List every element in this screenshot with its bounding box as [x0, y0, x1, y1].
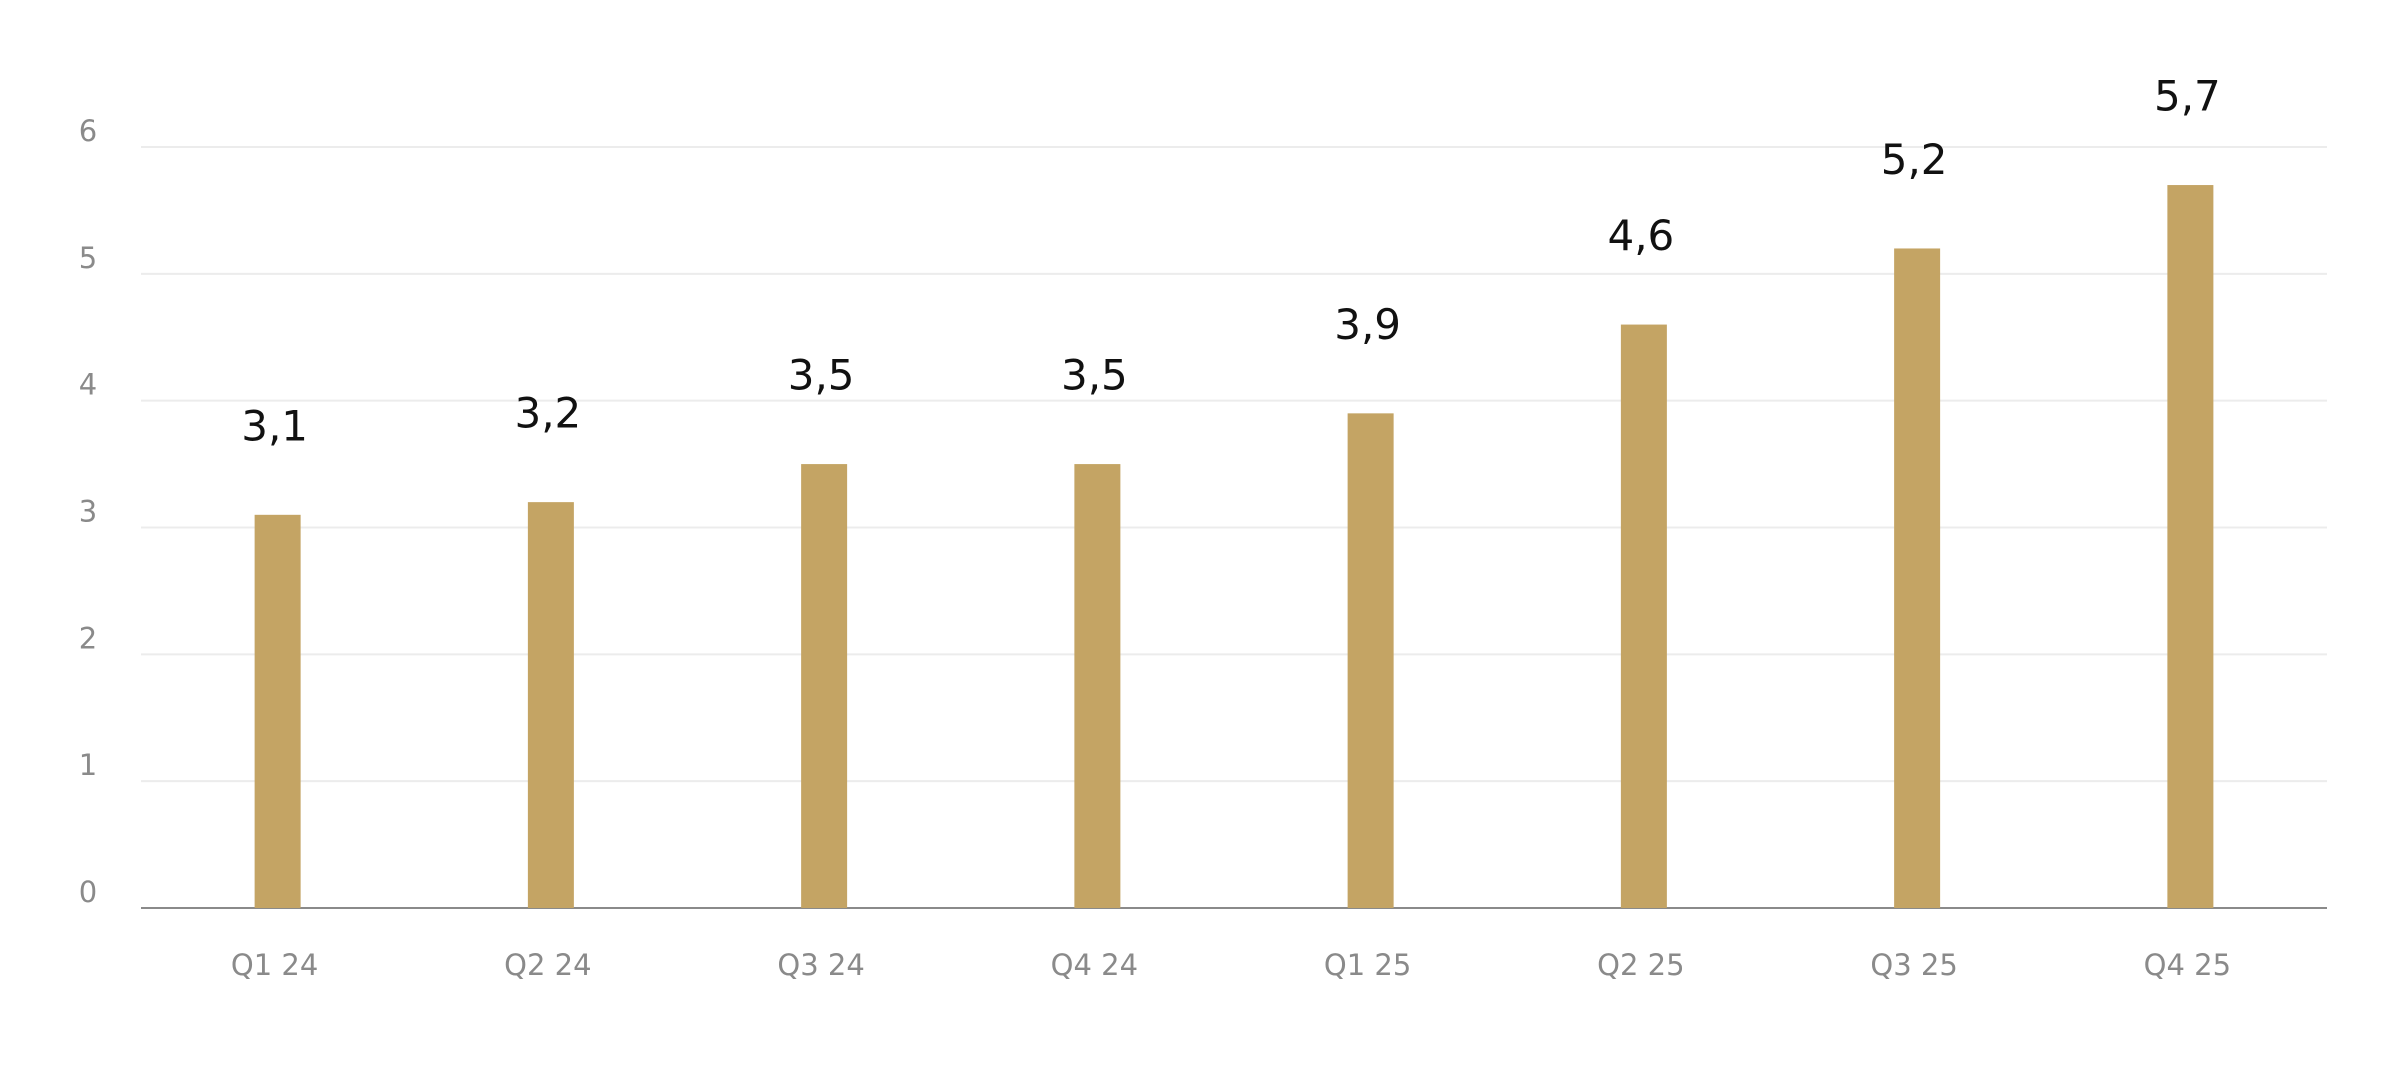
y-tick-label: 2	[79, 621, 97, 655]
bar	[2167, 185, 2214, 909]
y-tick-label: 5	[79, 241, 97, 275]
x-tick-label: Q4 25	[2144, 948, 2231, 982]
x-tick-label: Q1 25	[1324, 948, 1411, 982]
x-tick-label: Q3 25	[1870, 948, 1957, 982]
y-tick-label: 3	[79, 495, 97, 529]
x-tick-label: Q1 24	[231, 948, 318, 982]
bar	[1620, 324, 1667, 909]
bar	[254, 514, 301, 908]
x-tick-label: Q2 25	[1597, 948, 1684, 982]
value-label: 3,5	[788, 351, 855, 400]
x-tick-label: Q2 24	[504, 948, 591, 982]
value-label: 3,9	[1334, 300, 1401, 349]
value-label: 3,5	[1061, 351, 1128, 400]
bar	[801, 464, 848, 908]
bar	[1074, 464, 1121, 908]
value-label: 5,2	[1881, 135, 1948, 184]
bar	[527, 502, 574, 908]
y-tick-label: 4	[79, 368, 97, 402]
bar	[1347, 413, 1394, 908]
x-tick-label: Q4 24	[1051, 948, 1138, 982]
x-tick-label: Q3 24	[777, 948, 864, 982]
value-label: 4,6	[1607, 211, 1674, 260]
y-tick-label: 0	[79, 875, 97, 909]
value-label: 3,2	[514, 389, 581, 438]
value-label: 5,7	[2154, 72, 2221, 121]
y-tick-label: 1	[79, 748, 97, 782]
value-label: 3,1	[241, 401, 308, 450]
bar	[1894, 248, 1941, 908]
y-tick-label: 6	[79, 114, 97, 148]
